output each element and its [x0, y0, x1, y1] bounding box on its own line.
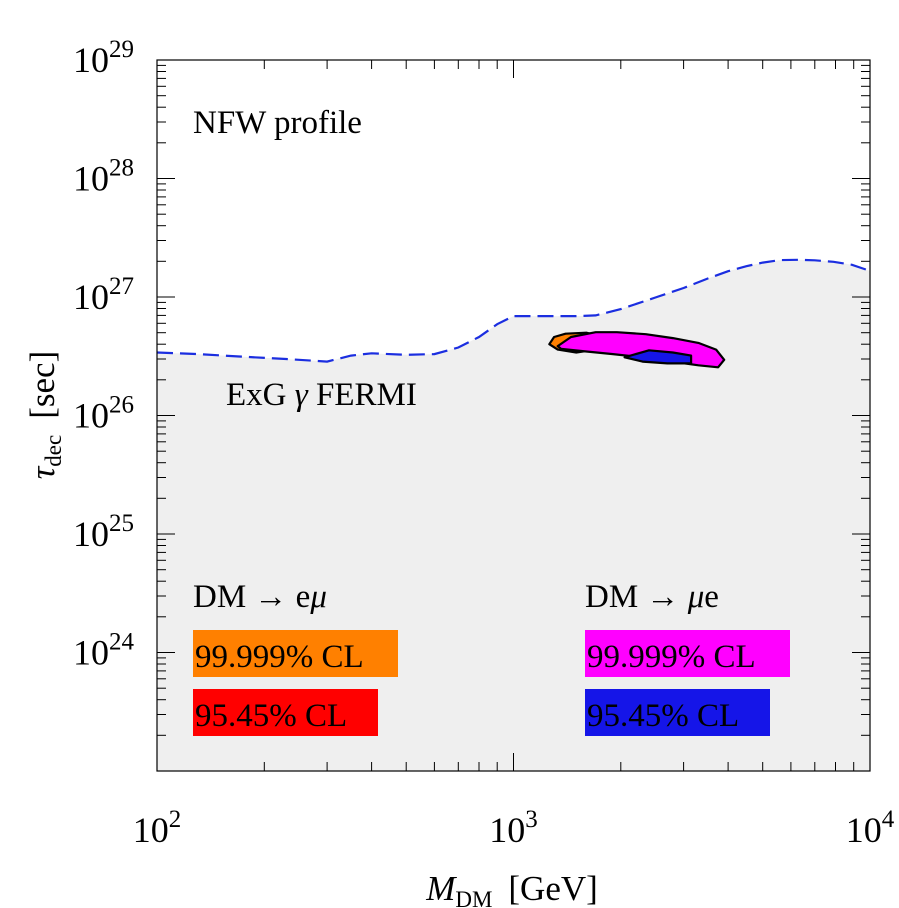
legend-title-e-mu: DM → eμ: [193, 579, 327, 615]
y-tick-label: 1029: [73, 36, 134, 80]
x-axis-unit: [GeV]: [508, 869, 597, 908]
x-tick-label: 104: [846, 806, 895, 850]
excluded-region-label: ExG γ FERMI: [226, 377, 417, 413]
legend-title-mu-e: DM → μe: [585, 579, 719, 615]
profile-label: NFW profile: [193, 105, 362, 141]
plot-frame: [156, 59, 871, 772]
fit-region-2: [623, 349, 693, 365]
legend-group-e-mu: DM → eμ 99.999% CL 95.45% CL: [193, 579, 398, 736]
legend-swatch-mu-e-9545: [585, 689, 770, 736]
y-tick-labels: 1024 1025 1026 1027 1028 1029: [73, 36, 135, 673]
legend-label-e-mu-99999: 99.999% CL: [195, 639, 364, 675]
y-axis-subscript: dec: [41, 435, 66, 467]
legend-group-mu-e: DM → μe 99.999% CL 95.45% CL: [585, 579, 790, 736]
y-axis-symbol: τ: [23, 465, 62, 479]
legend-swatch-e-mu-99999: [193, 630, 398, 677]
fit-regions: [548, 331, 726, 369]
legend-swatch-mu-e-99999: [585, 630, 790, 677]
legend-swatch-e-mu-9545: [193, 689, 378, 736]
y-tick-label: 1026: [73, 392, 134, 436]
y-tick-label: 1027: [73, 273, 134, 317]
y-tick-label: 1024: [73, 629, 135, 673]
x-axis-symbol: M: [425, 869, 457, 908]
legend-label-mu-e-9545: 95.45% CL: [587, 698, 739, 734]
excluded-label-symbol: γ: [295, 377, 309, 413]
x-axis-title: MDM [GeV]: [425, 869, 598, 908]
legend-label-e-mu-9545: 95.45% CL: [195, 698, 347, 734]
legend-label-mu-e-99999: 99.999% CL: [587, 639, 756, 675]
x-tick-labels: 102 103 104: [133, 806, 895, 850]
y-axis-title: τdec [sec]: [23, 351, 66, 479]
y-tick-label: 1028: [73, 155, 134, 199]
x-axis-subscript: DM: [455, 887, 492, 908]
y-tick-label: 1025: [73, 510, 134, 554]
x-tick-label: 102: [133, 806, 182, 850]
excluded-region-boundary: [157, 258, 870, 363]
axis-ticks: [156, 59, 871, 772]
y-axis-unit: [sec]: [23, 351, 62, 419]
x-tick-label: 103: [489, 806, 538, 850]
excluded-label-suffix: FERMI: [308, 377, 417, 413]
excluded-label-prefix: ExG: [226, 377, 295, 413]
